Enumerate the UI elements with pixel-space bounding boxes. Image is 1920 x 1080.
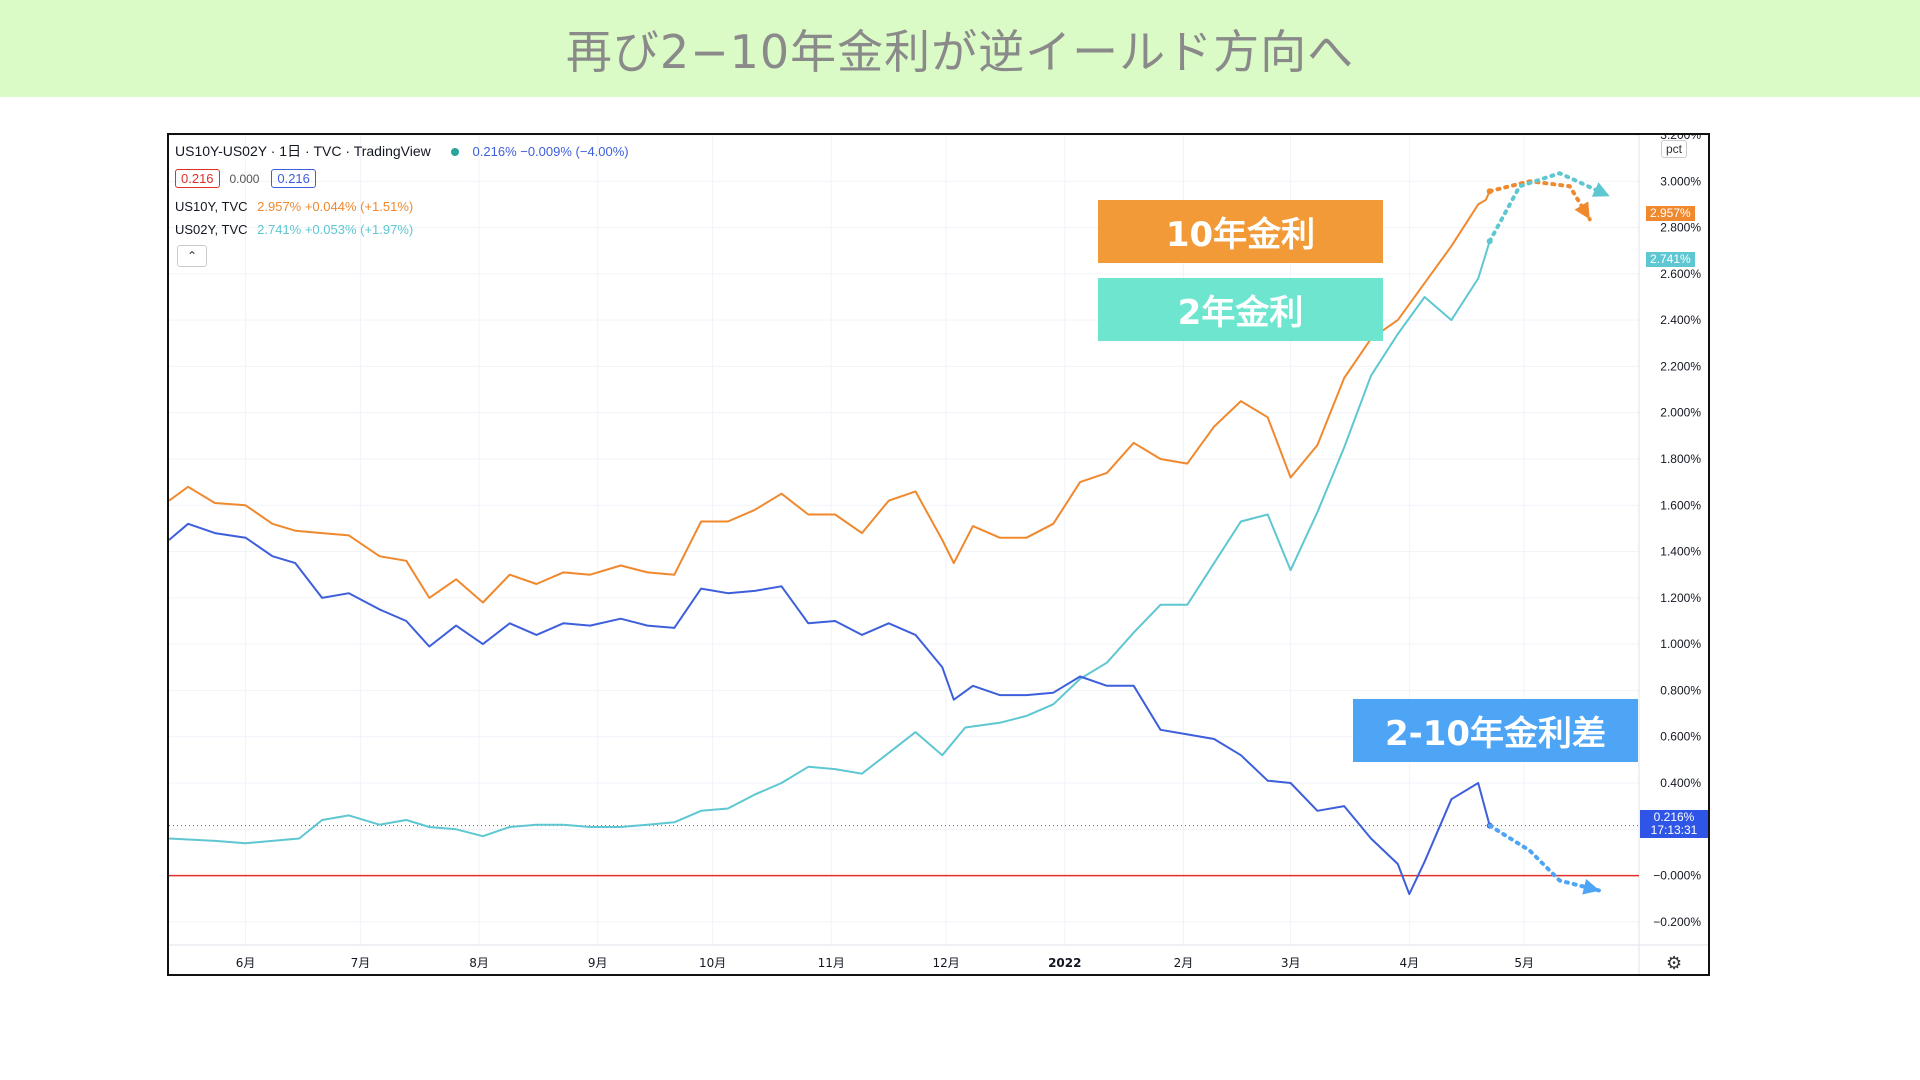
spread-price-time: 17:13:31 xyxy=(1650,823,1698,837)
symbol-header[interactable]: US10Y-US02Y · 1日 · TVC · TradingView 0.2… xyxy=(175,141,629,161)
y-tick-label: 2.800% xyxy=(1660,221,1701,235)
us10y-price-tag: 2.957% xyxy=(1646,206,1695,221)
spread-line xyxy=(169,522,1491,896)
us02y-legend[interactable]: US02Y, TVC 2.741% +0.053% (+1.97%) xyxy=(175,222,413,237)
y-tick-label: 2.600% xyxy=(1660,267,1701,281)
y-tick-label: 1.800% xyxy=(1660,452,1701,466)
x-tick-label: 3月 xyxy=(1281,956,1301,970)
x-tick-label: 7月 xyxy=(351,956,371,970)
x-tick-label: 12月 xyxy=(932,956,959,970)
x-tick-label: 2月 xyxy=(1174,956,1194,970)
x-tick-label: 11月 xyxy=(818,956,845,970)
us02y-values: 2.741% +0.053% (+1.97%) xyxy=(257,222,414,237)
y-tick-label: 2.000% xyxy=(1660,406,1701,420)
pct-toggle[interactable]: pct xyxy=(1661,140,1688,158)
x-tick-label: 5月 xyxy=(1514,956,1534,970)
y-tick-label: 0.600% xyxy=(1660,730,1701,744)
chart-canvas[interactable]: −0.200%−0.000%0.200%0.400%0.600%0.800%1.… xyxy=(169,135,1708,974)
gear-icon[interactable]: ⚙ xyxy=(1666,953,1683,974)
chip-row: 0.216 0.000 0.216 xyxy=(175,169,322,188)
status-dot-icon xyxy=(450,148,459,157)
symbol-line[interactable]: US10Y-US02Y · 1日 · TVC · TradingView xyxy=(175,143,431,159)
y-tick-label: 2.200% xyxy=(1660,359,1701,373)
us10y-line xyxy=(169,190,1491,604)
banner-spread: 2-10年金利差 xyxy=(1353,699,1638,762)
y-tick-label: 1.600% xyxy=(1660,498,1701,512)
y-tick-label: −0.200% xyxy=(1653,915,1701,929)
y-tick-label: 3.000% xyxy=(1660,174,1701,188)
us02y-label: US02Y, TVC xyxy=(175,222,248,237)
spread-price-value: 0.216% xyxy=(1653,810,1695,824)
mid-value: 0.000 xyxy=(229,172,260,186)
y-tick-label: 3.200% xyxy=(1660,135,1701,142)
y-tick-label: 1.400% xyxy=(1660,545,1701,559)
y-tick-label: −0.000% xyxy=(1653,869,1701,883)
x-tick-label: 2022 xyxy=(1048,956,1081,970)
title-bar: 再び2−10年金利が逆イールド方向へ xyxy=(0,0,1920,97)
us10y-values: 2.957% +0.044% (+1.51%) xyxy=(257,199,414,214)
spread-forecast-arrow-head xyxy=(1582,878,1600,895)
us10y-legend[interactable]: US10Y, TVC 2.957% +0.044% (+1.51%) xyxy=(175,199,413,214)
banner-2y: 2年金利 xyxy=(1098,278,1383,341)
x-tick-label: 6月 xyxy=(236,956,256,970)
us10y-forecast-arrow-head xyxy=(1574,201,1590,220)
y-tick-label: 2.400% xyxy=(1660,313,1701,327)
us02y-line xyxy=(169,240,1491,845)
x-tick-label: 10月 xyxy=(699,956,726,970)
collapse-legend-button[interactable]: ⌃ xyxy=(177,245,207,267)
page-title: 再び2−10年金利が逆イールド方向へ xyxy=(565,24,1355,79)
y-tick-label: 1.200% xyxy=(1660,591,1701,605)
banner-10y: 10年金利 xyxy=(1098,200,1383,263)
x-tick-label: 9月 xyxy=(588,956,608,970)
ask-chip[interactable]: 0.216 xyxy=(271,169,316,188)
bid-chip[interactable]: 0.216 xyxy=(175,169,220,188)
y-tick-label: 0.400% xyxy=(1660,776,1701,790)
us10y-label: US10Y, TVC xyxy=(175,199,248,214)
chart-panel: −0.200%−0.000%0.200%0.400%0.600%0.800%1.… xyxy=(167,133,1710,976)
us02y-forecast-arrow xyxy=(1487,171,1612,244)
spread-price-tag: 0.216% 17:13:31 xyxy=(1640,810,1708,838)
spread-forecast-arrow xyxy=(1487,823,1602,893)
us02y-forecast-arrow-head xyxy=(1591,182,1610,197)
x-tick-label: 4月 xyxy=(1399,956,1419,970)
y-tick-label: 0.800% xyxy=(1660,683,1701,697)
x-tick-label: 8月 xyxy=(469,956,489,970)
us02y-price-tag: 2.741% xyxy=(1646,252,1695,267)
y-tick-label: 1.000% xyxy=(1660,637,1701,651)
chevron-up-icon: ⌃ xyxy=(186,249,198,263)
spread-values: 0.216% −0.009% (−4.00%) xyxy=(472,144,629,159)
